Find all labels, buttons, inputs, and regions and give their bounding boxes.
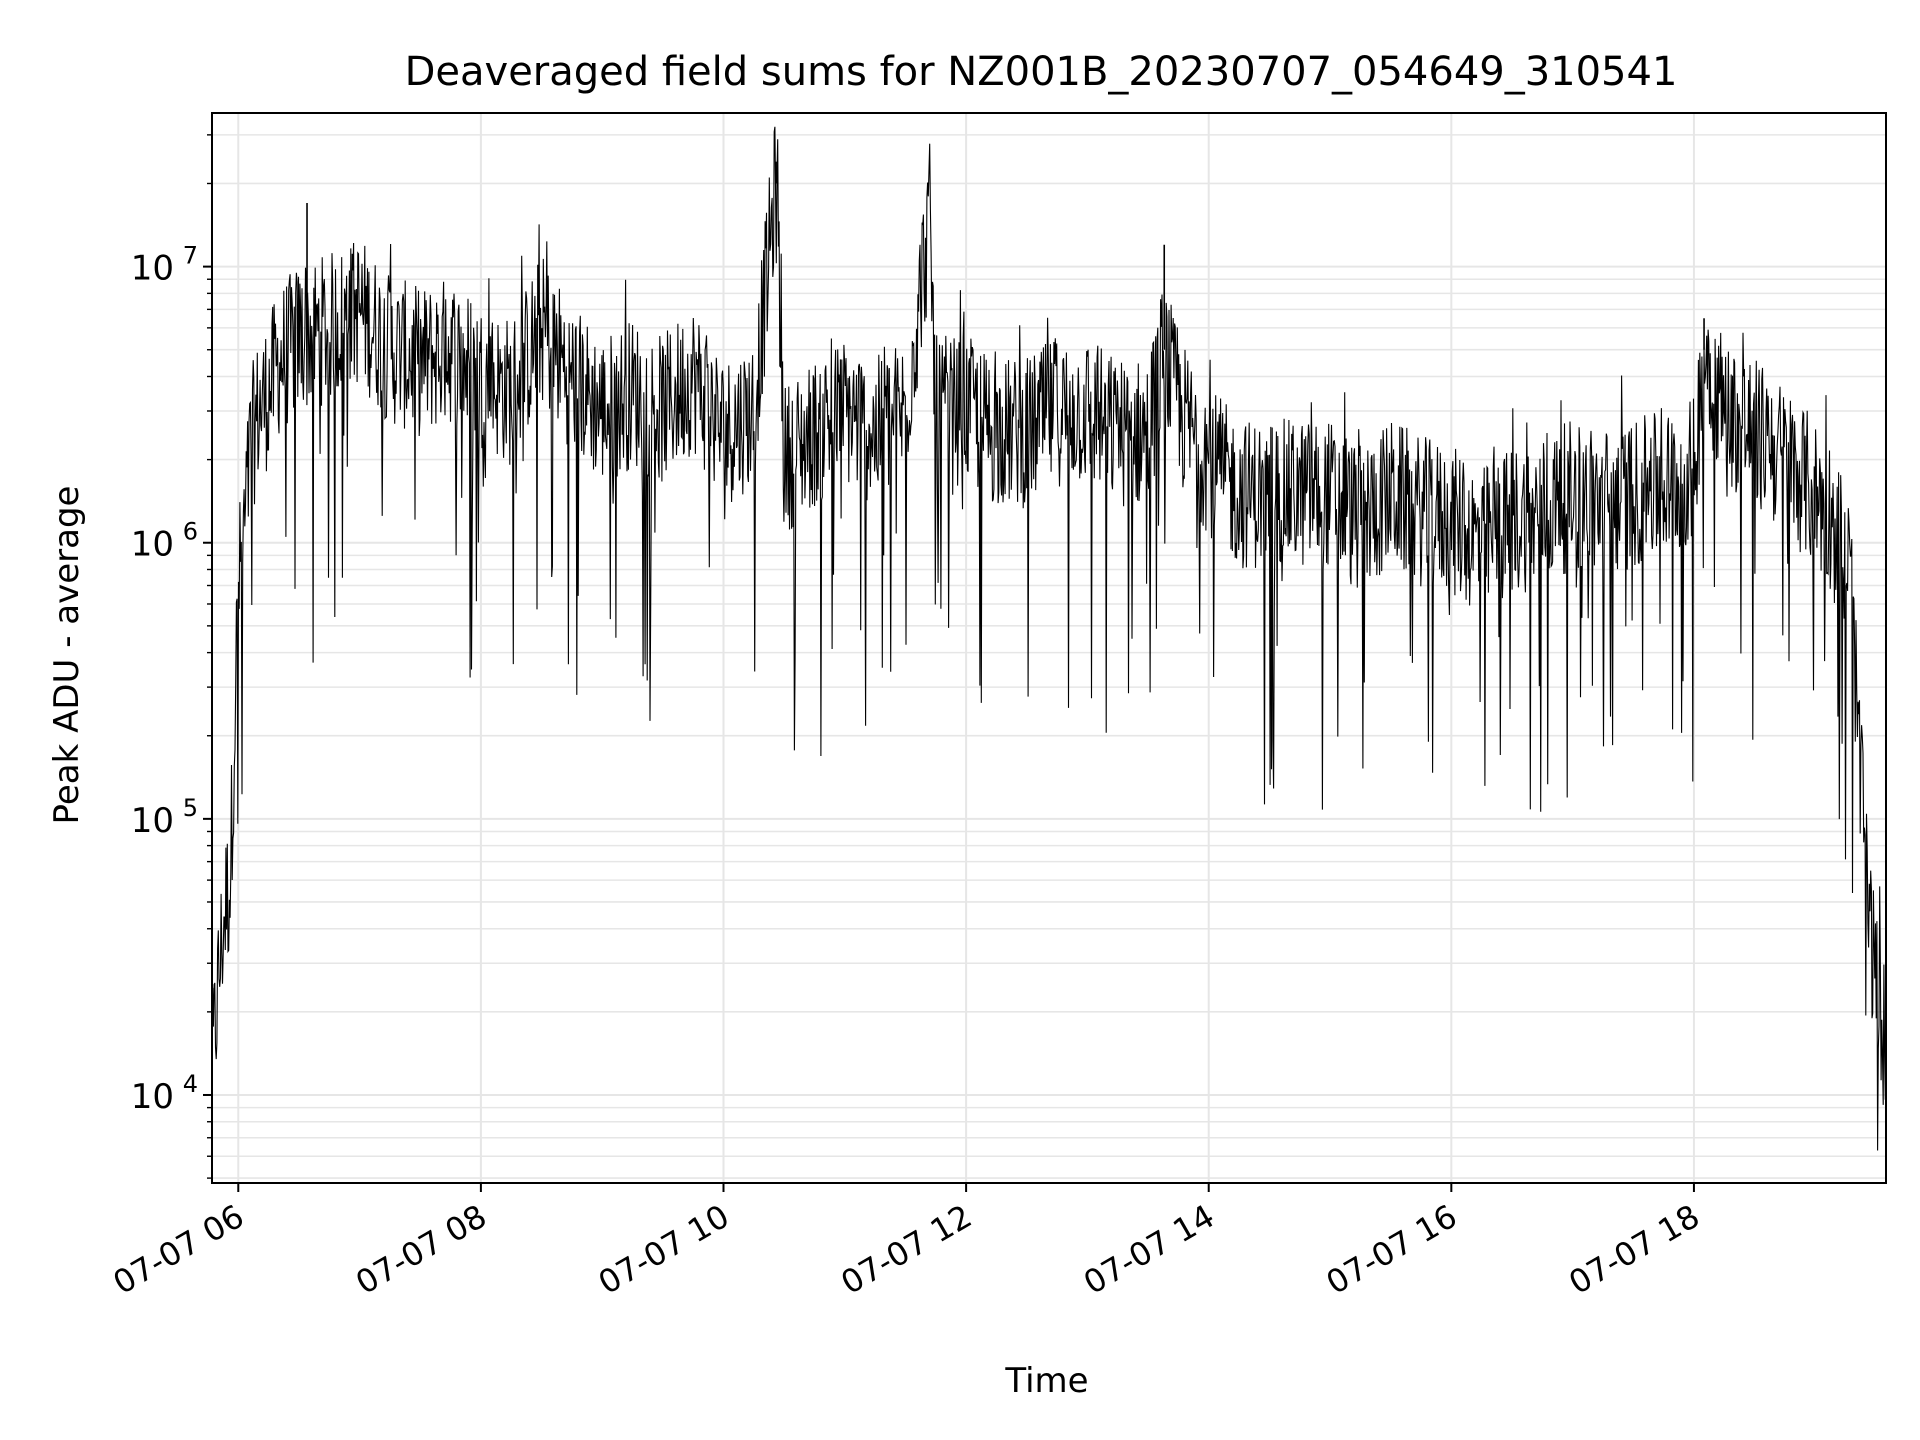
y-tick-label-exponent: 6 <box>183 518 198 546</box>
y-axis-label: Peak ADU - average <box>47 486 87 825</box>
y-tick-label: 10 <box>131 525 174 565</box>
x-axis-label: Time <box>1004 1361 1088 1401</box>
y-tick-label: 10 <box>131 249 174 289</box>
y-tick-label-exponent: 5 <box>183 794 198 822</box>
y-tick-label-exponent: 4 <box>183 1070 198 1098</box>
y-tick-label: 10 <box>131 1077 174 1117</box>
plot-frame <box>211 112 1887 1184</box>
grid <box>212 113 1886 1183</box>
y-tick-label-exponent: 7 <box>183 242 198 270</box>
plot-series <box>211 126 1887 1151</box>
series-line <box>211 126 1887 1151</box>
chart-title: Deaveraged field sums for NZ001B_2023070… <box>405 49 1678 95</box>
y-axis-ticks: 10 4 10 5 10 6 10 7 <box>131 134 212 1179</box>
y-tick-label: 10 <box>131 801 174 841</box>
